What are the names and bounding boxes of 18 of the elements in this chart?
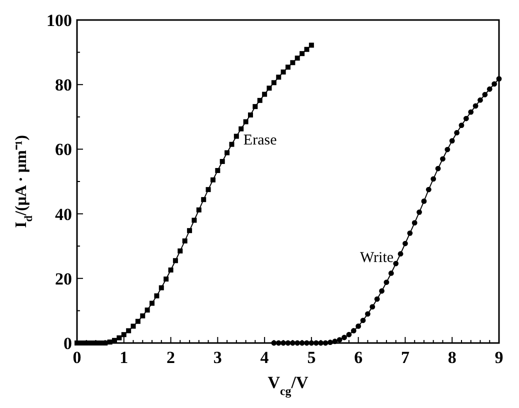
y-tick-label: 0 [64,334,72,353]
x-tick-label: 2 [166,348,176,367]
y-tick-label: 20 [55,269,72,288]
y-tick-label: 80 [55,76,72,95]
x-tick-label: 1 [120,348,128,367]
x-tick-label: 8 [448,348,456,367]
x-axis-title: V$_{cg}$/V [268,373,309,398]
x-tick-label: 5 [307,348,316,367]
x-tick-label: 9 [494,348,504,367]
y-tick-label: 40 [55,204,72,224]
x-tick-label: 7 [400,348,410,367]
x-tick-label: 3 [213,348,222,367]
x-tick-label: 6 [354,348,363,367]
series-label: Write [360,250,394,266]
x-tick-label: 4 [260,348,270,367]
y-tick-label: 60 [55,140,72,160]
series-label: Erase [243,132,278,148]
y-tick-label: 100 [46,11,72,30]
